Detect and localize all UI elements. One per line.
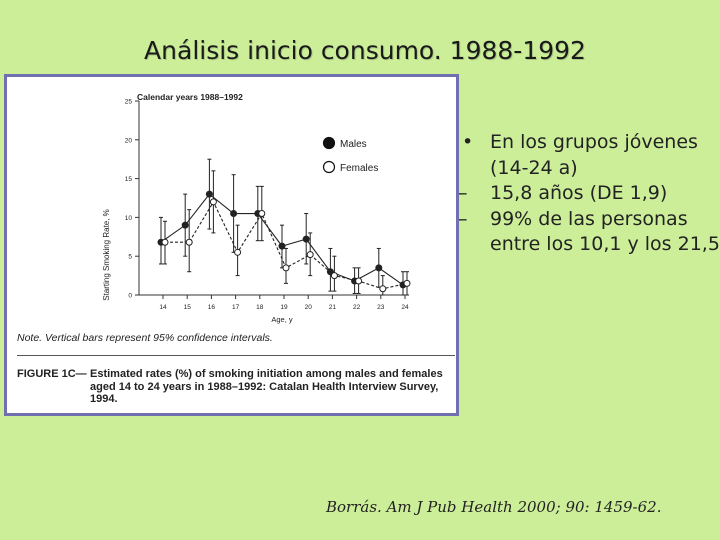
bullet-text: En los grupos jóvenes (14-24 a) (490, 131, 698, 179)
chart-title: Calendar years 1988–1992 (137, 92, 243, 102)
males-data-point (181, 221, 189, 229)
bullet-item: • En los grupos jóvenes (14-24 a) (462, 130, 720, 181)
x-tick-label: 23 (377, 304, 385, 311)
citation: Borrás. Am J Pub Health 2000; 90: 1459-6… (326, 498, 662, 516)
legend-marker-males (322, 136, 336, 150)
y-tick-label: 20 (125, 137, 133, 144)
x-tick-label: 21 (329, 304, 337, 311)
females-data-point (282, 264, 290, 272)
females-data-point (209, 198, 217, 206)
x-tick-label: 20 (305, 304, 313, 311)
x-tick-label: 16 (208, 304, 216, 311)
y-tick-label: 5 (128, 254, 132, 261)
bullet-text: 15,8 años (DE 1,9) (490, 182, 668, 204)
x-tick-label: 22 (353, 304, 361, 311)
y-tick-label: 0 (128, 293, 132, 300)
figure-caption: Estimated rates (%) of smoking initiatio… (90, 368, 443, 405)
females-data-point (403, 279, 411, 287)
y-axis-label: Starting Smoking Rate, % (102, 209, 111, 301)
figure-divider (17, 355, 455, 356)
slide-title: Análisis inicio consumo. 1988-1992 (144, 36, 586, 65)
males-data-point (302, 235, 310, 243)
x-tick-label: 18 (256, 304, 264, 311)
sub-bullet-item: – 99% de las personas entre los 10,1 y l… (458, 207, 720, 258)
sub-bullet-item: – 15,8 años (DE 1,9) (458, 181, 720, 207)
bullet-marker: – (458, 207, 468, 230)
males-data-point (230, 210, 238, 218)
bullet-list: • En los grupos jóvenes (14-24 a) – 15,8… (458, 130, 720, 258)
females-data-point (306, 251, 314, 259)
x-tick-label: 17 (232, 304, 240, 311)
x-axis-label: Age, y (271, 315, 293, 324)
x-tick-label: 15 (184, 304, 192, 311)
females-data-point (258, 210, 266, 218)
females-data-point (379, 285, 387, 293)
females-data-point (330, 272, 338, 280)
males-data-point (278, 242, 286, 250)
females-data-point (161, 238, 169, 246)
females-data-point (185, 238, 193, 246)
x-tick-label: 14 (159, 304, 167, 311)
figure-note: Note. Vertical bars represent 95% confid… (17, 332, 273, 344)
legend-label-males: Males (340, 139, 367, 150)
females-data-point (355, 277, 363, 285)
smoking-rate-chart: Calendar years 1988–1992 Starting Smokin… (102, 92, 411, 324)
x-tick-label: 24 (401, 304, 409, 311)
bullet-text: 99% de las personas entre los 10,1 y los… (490, 207, 720, 256)
males-data-point (205, 190, 213, 198)
females-data-point (234, 248, 242, 256)
legend-marker-females (322, 160, 336, 174)
bullet-marker: – (458, 182, 468, 204)
y-tick-label: 15 (125, 176, 133, 183)
figure-panel: Calendar years 1988–1992 Starting Smokin… (4, 74, 459, 416)
figure-label: FIGURE 1C— (17, 368, 87, 380)
bullet-marker: • (462, 131, 474, 153)
males-data-point (375, 264, 383, 272)
y-tick-label: 10 (125, 215, 133, 222)
y-tick-label: 25 (125, 99, 133, 106)
x-tick-label: 19 (280, 304, 288, 311)
legend-label-females: Females (340, 163, 378, 174)
